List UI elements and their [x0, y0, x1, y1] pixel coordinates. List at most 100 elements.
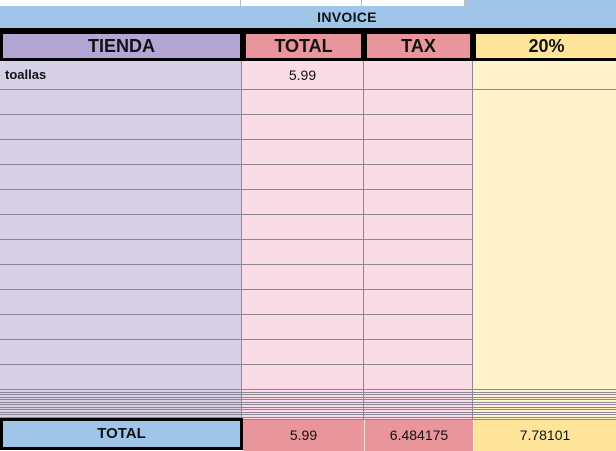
empty-cell[interactable] [364, 215, 472, 240]
collapsed-row-cell[interactable] [0, 393, 241, 395]
cell-total-row1[interactable]: 5.99 [242, 61, 363, 90]
collapsed-row-cell[interactable] [0, 415, 241, 418]
empty-cell[interactable] [0, 215, 241, 240]
collapsed-row-cell[interactable] [242, 408, 363, 410]
top-strip-cell-2[interactable] [241, 0, 362, 6]
collapsed-row-cell[interactable] [242, 410, 363, 413]
collapsed-row-cell[interactable] [364, 400, 472, 403]
empty-cell[interactable] [364, 90, 472, 115]
collapsed-row-cell[interactable] [473, 403, 616, 405]
header-cell-tax[interactable]: TAX [364, 31, 473, 61]
top-strip-cell-blue[interactable] [465, 0, 616, 6]
empty-cell[interactable] [242, 265, 363, 290]
collapsed-row-cell[interactable] [364, 390, 472, 393]
collapsed-row-cell[interactable] [242, 418, 363, 420]
collapsed-row-cell[interactable] [473, 390, 616, 393]
collapsed-row-cell[interactable] [364, 395, 472, 398]
empty-cell[interactable] [0, 165, 241, 190]
collapsed-row-cell[interactable] [364, 408, 472, 410]
empty-cell[interactable] [364, 190, 472, 215]
collapsed-row-cell[interactable] [364, 405, 472, 408]
empty-cell[interactable] [0, 140, 241, 165]
empty-cell[interactable] [242, 340, 363, 365]
empty-cell[interactable] [0, 265, 241, 290]
collapsed-row-cell[interactable] [242, 395, 363, 398]
cell-tax-row1[interactable] [364, 61, 472, 90]
empty-cell[interactable] [0, 90, 241, 115]
collapsed-row-cell[interactable] [242, 400, 363, 403]
collapsed-row-cell[interactable] [0, 413, 241, 415]
collapsed-row-cell[interactable] [473, 395, 616, 398]
cell-tienda-row1[interactable]: toallas [0, 61, 241, 90]
collapsed-row-cell[interactable] [473, 415, 616, 418]
collapsed-row-cell[interactable] [0, 398, 241, 400]
collapsed-row-cell[interactable] [364, 398, 472, 400]
footer-cell-tax[interactable]: 6.484175 [364, 420, 473, 451]
collapsed-row-cell[interactable] [473, 410, 616, 413]
top-strip-cell-1[interactable] [0, 0, 241, 6]
collapsed-row-cell[interactable] [364, 403, 472, 405]
collapsed-row-cell[interactable] [0, 405, 241, 408]
empty-cell[interactable] [242, 290, 363, 315]
empty-cell[interactable] [364, 165, 472, 190]
collapsed-row-cell[interactable] [364, 415, 472, 418]
empty-cell[interactable] [242, 190, 363, 215]
empty-cell[interactable] [0, 340, 241, 365]
collapsed-row-cell[interactable] [473, 418, 616, 420]
empty-cell[interactable] [242, 165, 363, 190]
collapsed-row-cell[interactable] [473, 398, 616, 400]
collapsed-row-cell[interactable] [364, 410, 472, 413]
collapsed-row-cell[interactable] [364, 393, 472, 395]
footer-cell-total[interactable]: 5.99 [243, 420, 364, 451]
collapsed-row-cell[interactable] [473, 405, 616, 408]
cell-20pct-row1[interactable] [473, 61, 616, 90]
empty-cell[interactable] [364, 315, 472, 340]
empty-cell[interactable] [364, 140, 472, 165]
empty-cell[interactable] [242, 90, 363, 115]
collapsed-row-cell[interactable] [242, 405, 363, 408]
collapsed-row-cell[interactable] [242, 413, 363, 415]
collapsed-row-cell[interactable] [242, 390, 363, 393]
empty-cell[interactable] [242, 365, 363, 390]
collapsed-row-cell[interactable] [0, 403, 241, 405]
collapsed-row-cell[interactable] [473, 408, 616, 410]
empty-cell[interactable] [242, 315, 363, 340]
empty-cell[interactable] [0, 365, 241, 390]
collapsed-row-cell[interactable] [242, 415, 363, 418]
empty-cell[interactable] [242, 115, 363, 140]
empty-cell[interactable] [0, 240, 241, 265]
empty-cell[interactable] [242, 215, 363, 240]
empty-cell[interactable] [364, 265, 472, 290]
empty-cell[interactable] [0, 190, 241, 215]
collapsed-row-cell[interactable] [242, 398, 363, 400]
collapsed-row-cell[interactable] [242, 403, 363, 405]
empty-cell[interactable] [364, 365, 472, 390]
collapsed-row-cell[interactable] [473, 400, 616, 403]
collapsed-row-cell[interactable] [473, 413, 616, 415]
empty-cell[interactable] [364, 240, 472, 265]
invoice-banner[interactable]: INVOICE [0, 6, 616, 28]
empty-cell[interactable] [0, 115, 241, 140]
empty-cell[interactable] [364, 340, 472, 365]
empty-cell[interactable] [0, 290, 241, 315]
collapsed-row-cell[interactable] [0, 410, 241, 413]
top-strip-cell-3[interactable] [362, 0, 465, 6]
collapsed-row-cell[interactable] [0, 395, 241, 398]
collapsed-row-cell[interactable] [0, 408, 241, 410]
collapsed-row-cell[interactable] [473, 393, 616, 395]
empty-cell[interactable] [364, 290, 472, 315]
empty-cell[interactable] [242, 240, 363, 265]
empty-cell[interactable] [0, 315, 241, 340]
footer-cell-total-label[interactable]: TOTAL [0, 418, 243, 450]
collapsed-row-cell[interactable] [364, 413, 472, 415]
collapsed-row-cell[interactable] [364, 418, 472, 420]
cell-20pct-merged-block[interactable] [473, 90, 616, 390]
empty-cell[interactable] [242, 140, 363, 165]
header-cell-20pct[interactable]: 20% [473, 31, 616, 61]
header-cell-tienda[interactable]: TIENDA [0, 31, 243, 61]
footer-cell-20pct[interactable]: 7.78101 [473, 420, 616, 451]
collapsed-row-cell[interactable] [242, 393, 363, 395]
header-cell-total[interactable]: TOTAL [243, 31, 364, 61]
collapsed-row-cell[interactable] [0, 400, 241, 403]
empty-cell[interactable] [364, 115, 472, 140]
